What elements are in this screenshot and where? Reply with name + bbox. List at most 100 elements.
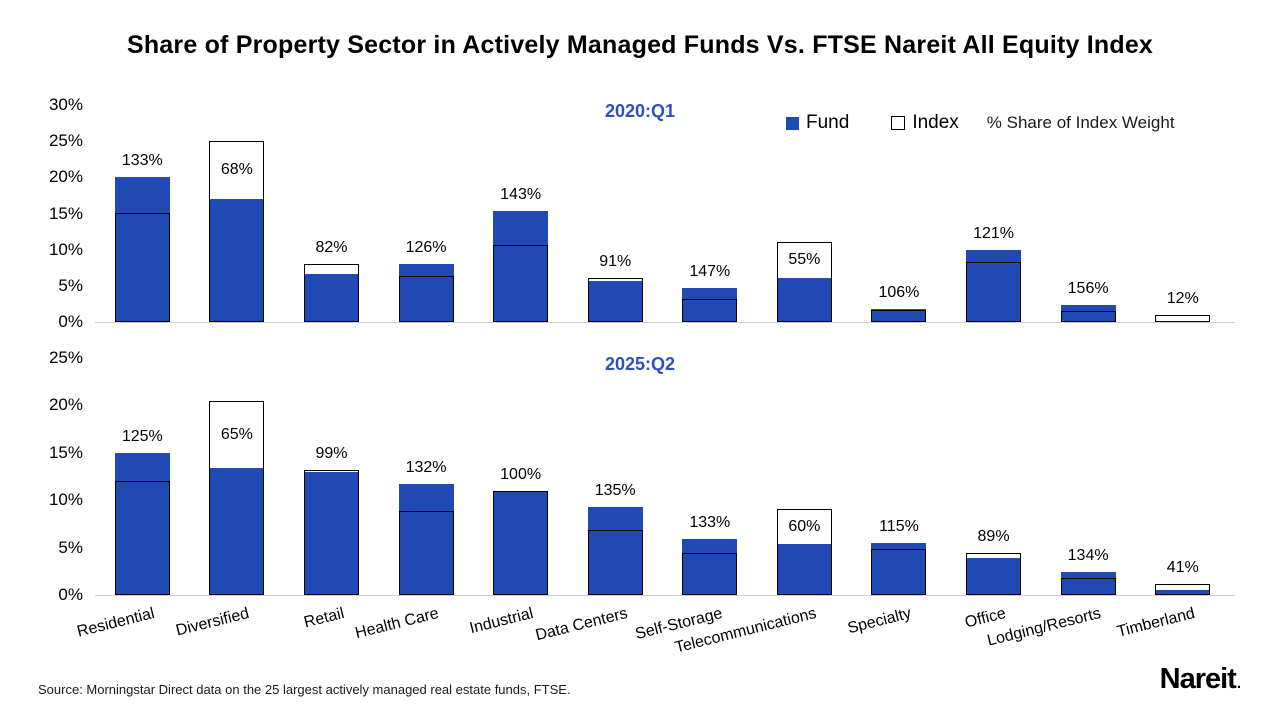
index-swatch-icon: [891, 116, 906, 130]
bar-value-label: 65%: [220, 425, 253, 443]
bar-value-label: 156%: [1067, 280, 1109, 297]
index-bar: [114, 213, 170, 322]
fund-bar: [1060, 572, 1116, 595]
fund-bar: [776, 544, 832, 595]
y-tick-label: 10%: [48, 239, 83, 259]
source-note: Source: Morningstar Direct data on the 2…: [38, 682, 571, 697]
x-category-label: Industrial: [467, 605, 535, 638]
fund-bar: [209, 468, 265, 595]
index-bar: [776, 509, 832, 595]
x-axis-line: [95, 595, 1235, 596]
y-tick-label: 20%: [48, 167, 83, 187]
bar-value-label: 133%: [689, 514, 731, 531]
bar-value-label: 60%: [788, 517, 821, 535]
index-bar: [303, 470, 359, 595]
fund-bar: [587, 507, 643, 595]
fund-bar: [493, 211, 549, 322]
panel-title-2020-q1: 2020:Q1: [604, 101, 676, 121]
index-bar: [587, 530, 643, 595]
fund-bar: [114, 177, 170, 322]
registered-mark-icon: .: [1236, 675, 1241, 692]
fund-bar: [1060, 305, 1116, 322]
index-bar: [303, 264, 359, 322]
bar-value-label: 55%: [788, 251, 821, 268]
legend-index-label: Index: [912, 112, 959, 133]
chart-legend: Fund Index % Share of Index Weight: [786, 111, 1175, 135]
fund-swatch-icon: [786, 116, 799, 130]
x-category-label: Health Care: [353, 605, 441, 643]
bar-value-label: 134%: [1067, 547, 1109, 564]
fund-bar: [398, 484, 454, 595]
legend-item-index: Index: [891, 112, 959, 134]
bar-value-label: 143%: [500, 186, 542, 203]
fund-bar: [682, 288, 738, 322]
x-category-label: Residential: [75, 605, 157, 641]
x-category-label: Retail: [301, 605, 346, 632]
fund-bar: [966, 558, 1022, 595]
index-bar: [1060, 578, 1116, 595]
index-bar: [1155, 315, 1211, 322]
x-category-label: Specialty: [845, 605, 914, 638]
bar-value-label: 133%: [121, 152, 163, 169]
bar-value-label: 132%: [405, 459, 447, 476]
fund-bar: [114, 453, 170, 595]
fund-bar: [871, 309, 927, 322]
fund-bar: [682, 539, 738, 595]
index-bar: [493, 491, 549, 595]
index-bar: [966, 553, 1022, 595]
x-category-label: Data Centers: [533, 605, 630, 645]
fund-bar: [776, 278, 832, 322]
index-bar: [587, 278, 643, 322]
index-bar: [209, 141, 265, 322]
bar-value-label: 82%: [315, 239, 348, 256]
index-bar: [871, 310, 927, 322]
index-bar: [1060, 311, 1116, 322]
y-tick-label: 15%: [48, 203, 83, 223]
bar-value-label: 68%: [220, 161, 253, 178]
index-bar: [682, 299, 738, 322]
panel-title-2025-q2: 2025:Q2: [604, 354, 676, 374]
y-tick-label: 5%: [58, 275, 83, 295]
index-bar: [871, 549, 927, 595]
chart-panel-2025-q2: 25% 20% 15% 10% 5% 0% 125% Residential 65% Divers…: [25, 348, 1235, 657]
index-bar: [398, 276, 454, 322]
fund-bar: [493, 491, 549, 595]
index-bar: [398, 511, 454, 595]
legend-fund-label: Fund: [806, 112, 850, 133]
y-tick-label: 15%: [48, 442, 83, 462]
bar-value-label: 121%: [973, 225, 1014, 242]
y-tick-label: 30%: [48, 95, 83, 114]
bar-value-label: 135%: [594, 482, 636, 499]
bar-value-label: 115%: [879, 518, 919, 535]
index-bar: [114, 481, 170, 595]
page-title: Share of Property Sector in Actively Man…: [126, 31, 1154, 59]
index-bar: [966, 262, 1022, 322]
index-bar: [209, 401, 265, 595]
bar-value-label: 125%: [121, 428, 163, 445]
bar-value-label: 147%: [689, 263, 731, 280]
bar-value-label: 41%: [1166, 559, 1199, 576]
y-tick-label: 5%: [58, 537, 83, 557]
x-axis-line: [95, 322, 1235, 323]
bar-value-label: 100%: [500, 466, 542, 483]
index-bar: [776, 242, 832, 322]
nareit-logo: Nareit .: [1159, 663, 1241, 696]
fund-bar: [1155, 590, 1211, 595]
index-bar: [493, 245, 549, 322]
legend-note: % Share of Index Weight: [986, 113, 1175, 132]
x-category-label: Timberland: [1115, 605, 1197, 641]
bar-value-label: 99%: [315, 445, 348, 462]
bar-value-label: 91%: [599, 253, 632, 270]
fund-bar: [303, 472, 359, 595]
nareit-logo-text: Nareit: [1159, 663, 1237, 695]
y-tick-label: 10%: [48, 490, 83, 510]
fund-bar: [587, 281, 643, 322]
bar-value-label: 89%: [977, 528, 1010, 545]
y-tick-label: 0%: [58, 585, 83, 604]
fund-bar: [209, 199, 265, 322]
y-tick-label: 0%: [58, 312, 83, 331]
x-category-label: Diversified: [174, 605, 251, 640]
fund-bar: [303, 274, 359, 322]
legend-item-fund: Fund: [786, 112, 849, 134]
fund-bar: [398, 264, 454, 322]
